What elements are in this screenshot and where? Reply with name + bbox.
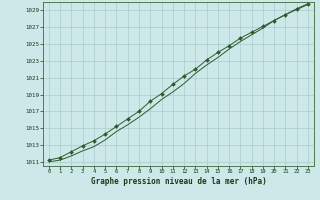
X-axis label: Graphe pression niveau de la mer (hPa): Graphe pression niveau de la mer (hPa): [91, 177, 266, 186]
